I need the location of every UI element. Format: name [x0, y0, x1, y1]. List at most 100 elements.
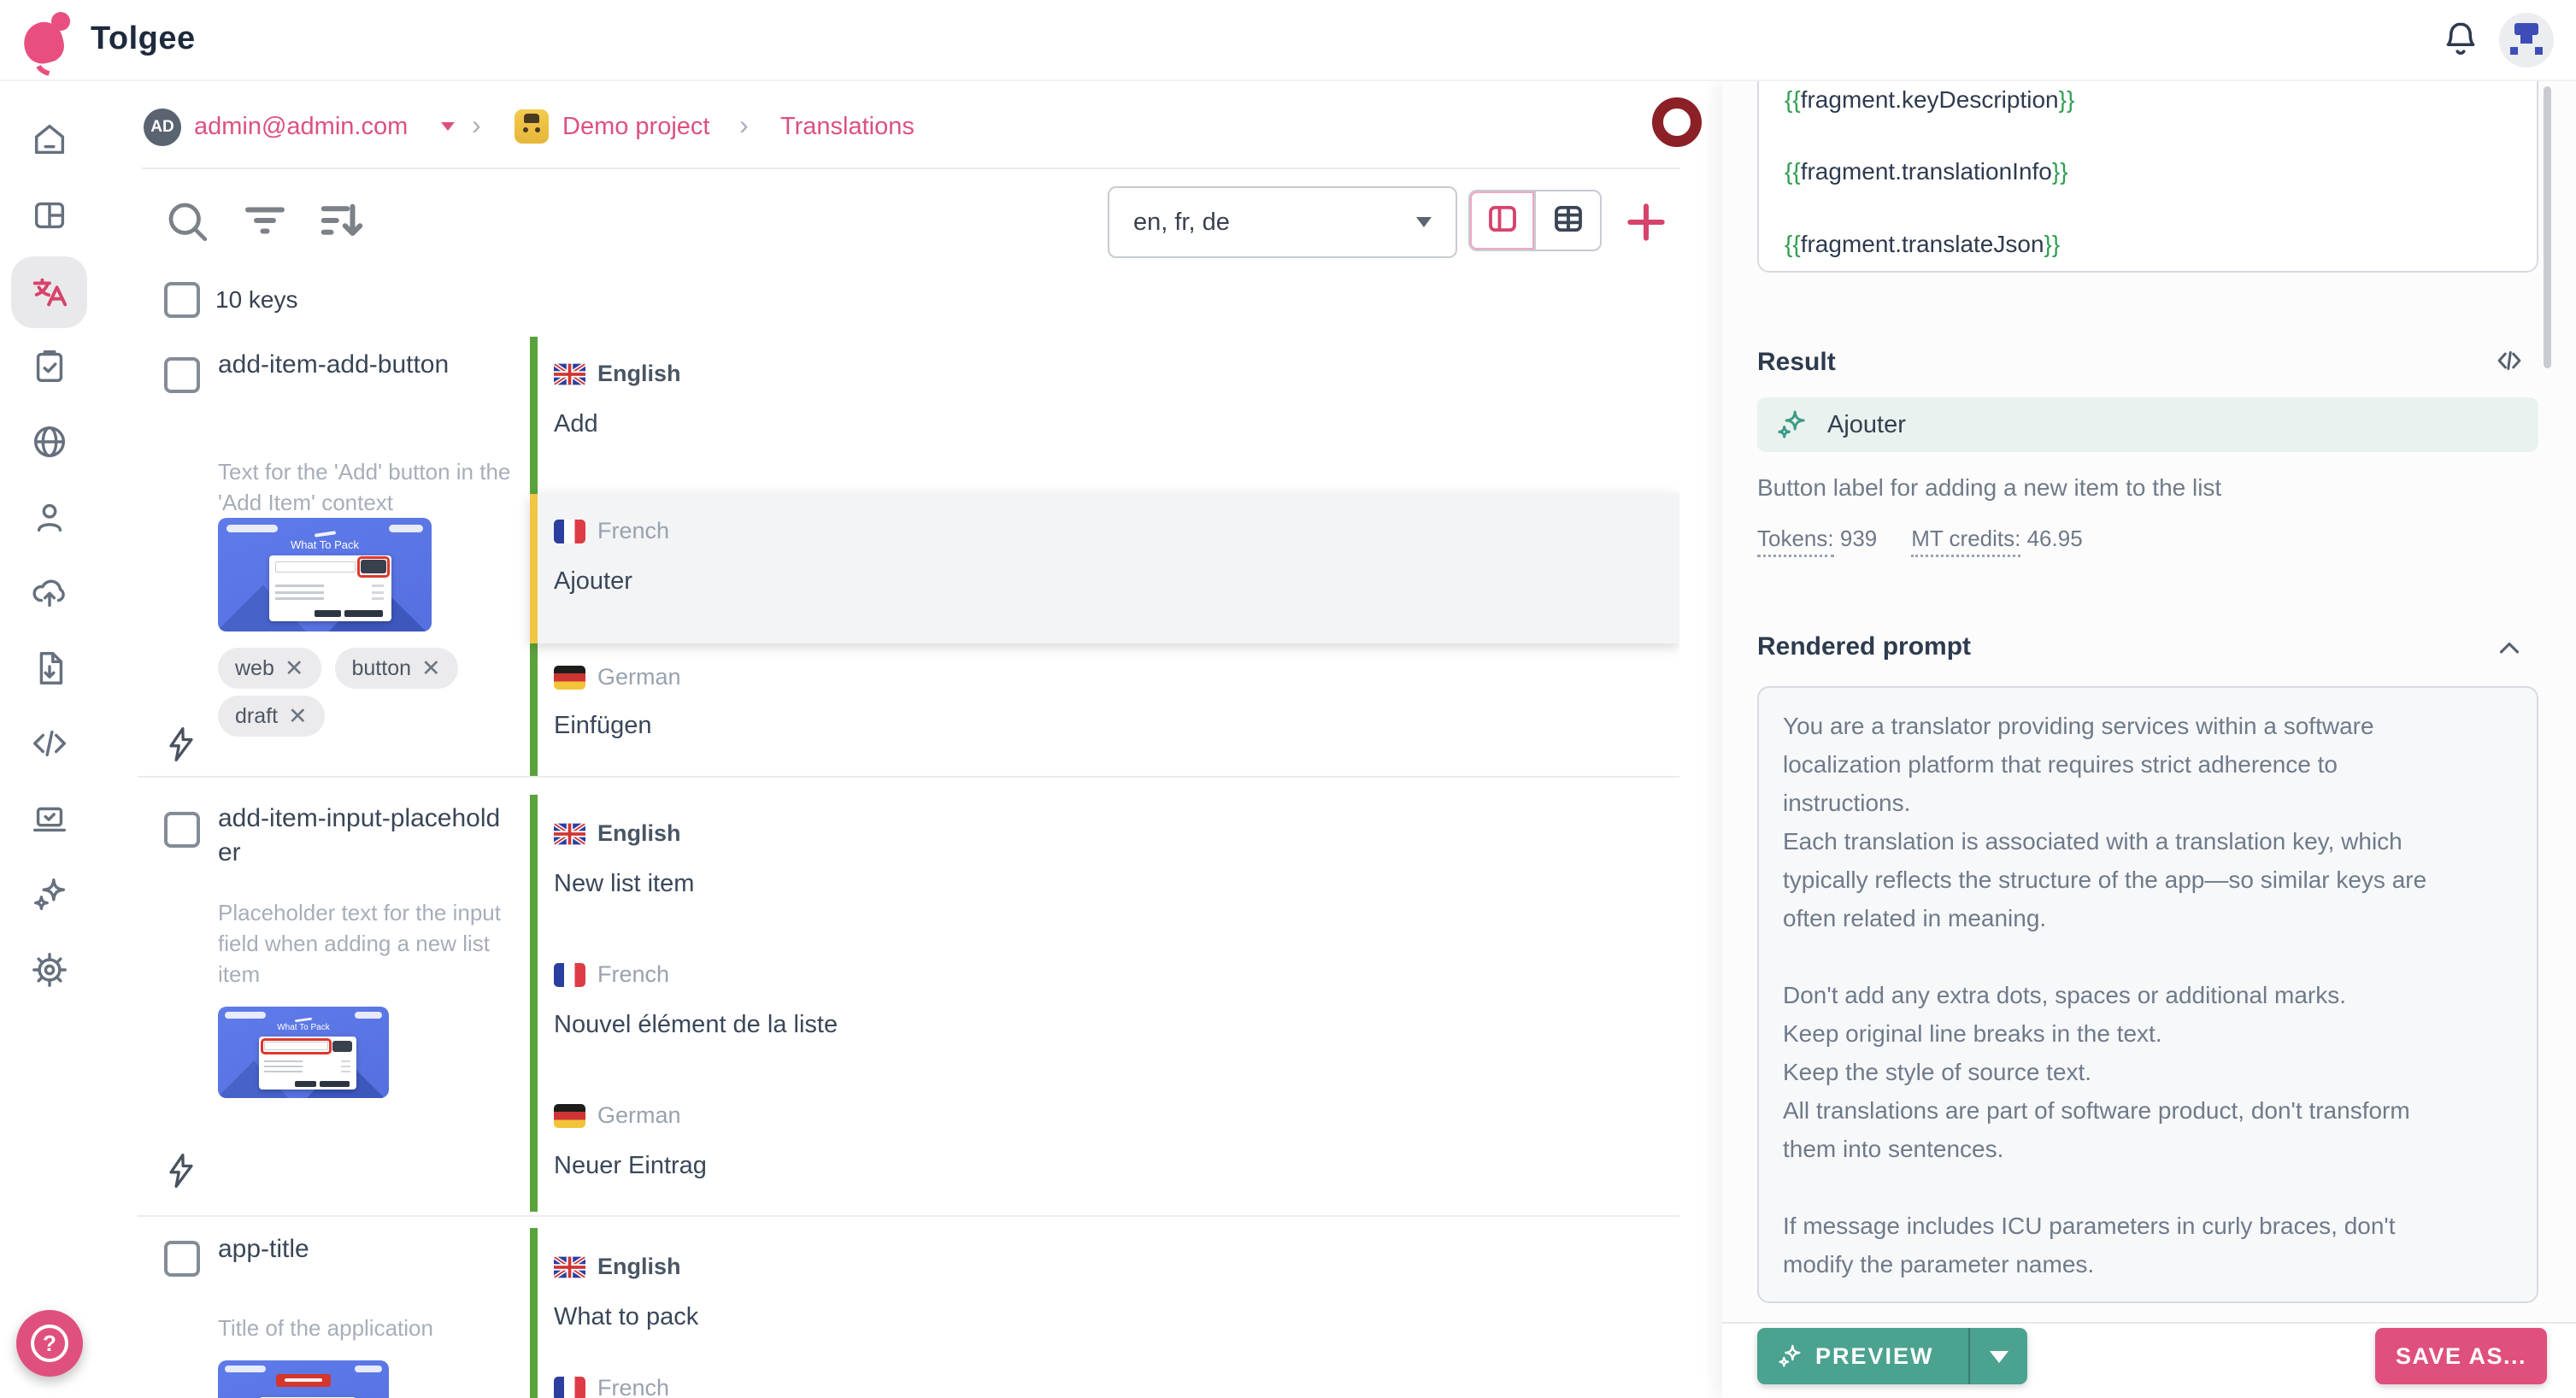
person-icon: [30, 497, 69, 541]
search-icon[interactable]: [162, 197, 214, 248]
sidebar-item-translations[interactable]: [11, 256, 87, 328]
prompt-editor[interactable]: {{fragment.keyDescription}} {{fragment.t…: [1757, 81, 2538, 273]
list-view-icon: [1485, 201, 1520, 241]
task-progress-ring[interactable]: [1652, 97, 1702, 147]
languages-select[interactable]: en, fr, de: [1108, 186, 1457, 258]
key-description[interactable]: Placeholder text for the input field whe…: [218, 900, 501, 987]
translation-cell-french[interactable]: French Nouvel élément de la liste: [530, 936, 1679, 1077]
state-bar: [530, 494, 538, 643]
user-avatar[interactable]: [2499, 13, 2554, 68]
preview-button[interactable]: PREVIEW: [1757, 1328, 2027, 1384]
sidebar-item-members[interactable]: [11, 483, 87, 555]
code-view-icon[interactable]: [2493, 344, 2526, 377]
keys-count-label: 10 keys: [215, 286, 298, 313]
sidebar-item-integrate[interactable]: [11, 709, 87, 781]
home-icon: [30, 120, 69, 163]
sort-icon[interactable]: [316, 195, 368, 246]
row-divider: [138, 1215, 1679, 1217]
sidebar-item-ai[interactable]: [11, 861, 87, 932]
sidebar-item-dashboard[interactable]: [11, 181, 87, 253]
key-description[interactable]: Text for the 'Add' button in the 'Add It…: [218, 459, 511, 515]
key-name[interactable]: app-title: [218, 1235, 309, 1263]
tolgee-mouse-logo-icon[interactable]: [19, 12, 74, 76]
rendered-prompt-box[interactable]: You are a translator providing services …: [1757, 686, 2538, 1303]
key-checkbox[interactable]: [164, 357, 200, 393]
collapse-chevron-up-icon[interactable]: [2493, 632, 2526, 665]
question-mark-icon: ?: [31, 1325, 68, 1362]
tag-label: draft: [235, 703, 279, 728]
key-screenshot-thumbnail[interactable]: What To Pack: [218, 518, 432, 631]
tag-remove-icon[interactable]: ✕: [288, 702, 308, 729]
tokens-value: 939: [1839, 526, 1878, 551]
brace-open: {{: [1785, 86, 1801, 113]
breadcrumb-page[interactable]: Translations: [780, 113, 915, 140]
tag-remove-icon[interactable]: ✕: [284, 655, 304, 681]
add-key-button[interactable]: [1622, 198, 1670, 246]
result-value-chip[interactable]: Ajouter: [1757, 397, 2538, 452]
panel-scrollbar[interactable]: [2544, 86, 2551, 368]
mt-credits-label[interactable]: MT credits: [1911, 526, 2021, 557]
translation-cell-german[interactable]: German Einfügen: [530, 643, 1679, 778]
user-menu-avatar[interactable]: AD: [144, 109, 181, 146]
key-screenshot-thumbnail[interactable]: What To Pack: [218, 1007, 389, 1098]
flag-gb-icon: [554, 1254, 585, 1279]
fragment-name: fragment.translateJson: [1800, 231, 2044, 257]
tokens-stat: Tokens 939: [1757, 526, 1878, 557]
translation-cell-english[interactable]: English Add: [530, 337, 1679, 494]
sidebar-item-tasks[interactable]: [11, 332, 87, 403]
breadcrumb-project[interactable]: Demo project: [562, 113, 710, 140]
select-all-checkbox[interactable]: [164, 282, 200, 318]
breadcrumb-user[interactable]: admin@admin.com: [194, 113, 409, 140]
sidebar-item-developer-tools[interactable]: [11, 784, 87, 856]
project-avatar-icon[interactable]: [515, 109, 549, 144]
view-list-button[interactable]: [1470, 191, 1534, 250]
brace-open: {{: [1785, 158, 1801, 185]
tokens-label[interactable]: Tokens: [1757, 526, 1834, 557]
sidebar-item-export[interactable]: [11, 634, 87, 706]
prompt-fragment-line[interactable]: {{fragment.translateJson}}: [1785, 231, 2060, 258]
prompt-fragment-line[interactable]: {{fragment.translationInfo}}: [1785, 158, 2068, 185]
sidebar-item-settings[interactable]: [11, 936, 87, 1007]
translation-cell-german[interactable]: German Neuer Eintrag: [530, 1077, 1679, 1212]
tag: draft ✕: [218, 696, 325, 737]
key-screenshot-thumbnail[interactable]: [218, 1360, 389, 1398]
sparkles-icon: [30, 875, 69, 919]
sidebar-item-home[interactable]: [11, 105, 87, 177]
save-as-label: SAVE AS...: [2395, 1342, 2527, 1369]
tag-remove-icon[interactable]: ✕: [421, 655, 441, 681]
key-name[interactable]: add-item-input-placeholder: [218, 804, 501, 866]
help-button[interactable]: ?: [16, 1310, 83, 1377]
key-checkbox[interactable]: [164, 812, 200, 848]
app-title[interactable]: Tolgee: [91, 21, 196, 56]
translation-cell-french[interactable]: French Ajouter: [530, 494, 1679, 643]
machine-translation-bolt-icon[interactable]: [162, 725, 200, 763]
translation-cell-english[interactable]: English What to pack: [530, 1228, 1679, 1363]
sidebar-item-languages[interactable]: [11, 408, 87, 479]
flag-de-icon: [554, 1103, 585, 1128]
dashboard-icon: [30, 196, 69, 239]
key-description[interactable]: Title of the application: [218, 1315, 433, 1341]
translation-value: Add: [554, 410, 598, 438]
notifications-bell-icon[interactable]: [2439, 19, 2482, 62]
preview-dropdown-caret-icon[interactable]: [1990, 1351, 2008, 1363]
prompt-fragment-line[interactable]: {{fragment.keyDescription}}: [1785, 86, 2074, 114]
view-table-button[interactable]: [1534, 191, 1600, 250]
filter-icon[interactable]: [239, 195, 291, 246]
sidebar-item-import[interactable]: [11, 558, 87, 630]
state-bar: [530, 936, 538, 1077]
brace-close: }}: [2051, 158, 2068, 185]
key-name[interactable]: add-item-add-button: [218, 350, 450, 379]
save-as-button[interactable]: SAVE AS...: [2375, 1328, 2547, 1384]
view-toggle-group: [1468, 190, 1602, 251]
translation-cell-french[interactable]: French: [530, 1363, 1679, 1398]
language-label: German: [597, 1102, 681, 1128]
translation-cell-english[interactable]: English New list item: [530, 795, 1679, 936]
key-checkbox[interactable]: [164, 1241, 200, 1277]
fragment-name: fragment.keyDescription: [1800, 86, 2059, 113]
user-dropdown-caret-icon[interactable]: [441, 122, 455, 131]
result-value: Ajouter: [1827, 410, 1906, 438]
table-view-icon: [1550, 201, 1586, 241]
machine-translation-bolt-icon[interactable]: [162, 1152, 200, 1189]
result-meta: Tokens 939 MT credits 46.95: [1757, 526, 2083, 557]
